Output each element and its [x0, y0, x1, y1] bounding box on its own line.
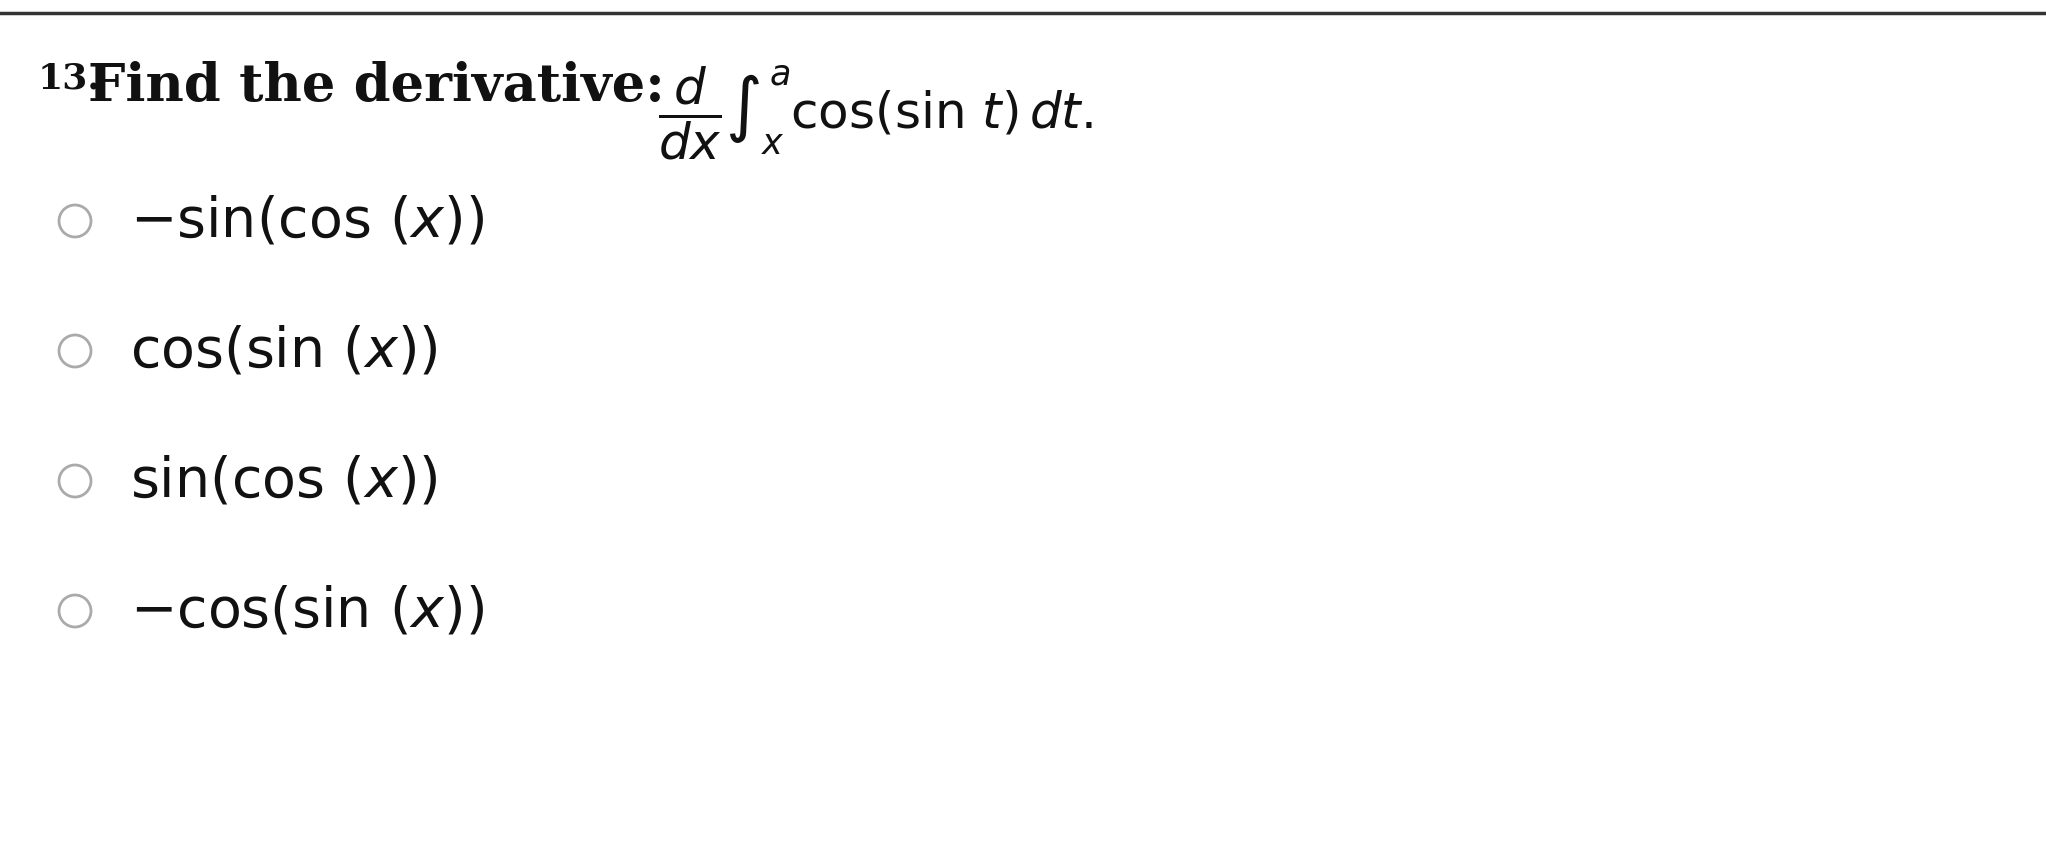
- Text: 13.: 13.: [39, 61, 100, 95]
- Text: $\cos(\sin\,(x))$: $\cos(\sin\,(x))$: [131, 324, 438, 378]
- Text: $-\cos(\sin\,(x))$: $-\cos(\sin\,(x))$: [131, 584, 485, 639]
- Text: Find the derivative:: Find the derivative:: [88, 61, 683, 112]
- Text: $-\sin(\cos\,(x))$: $-\sin(\cos\,(x))$: [131, 193, 485, 248]
- Text: $\dfrac{d}{dx}\int_{x}^{a}\cos(\sin\,t)\,dt.$: $\dfrac{d}{dx}\int_{x}^{a}\cos(\sin\,t)\…: [659, 63, 1093, 162]
- Text: $\sin(\cos\,(x))$: $\sin(\cos\,(x))$: [131, 454, 438, 508]
